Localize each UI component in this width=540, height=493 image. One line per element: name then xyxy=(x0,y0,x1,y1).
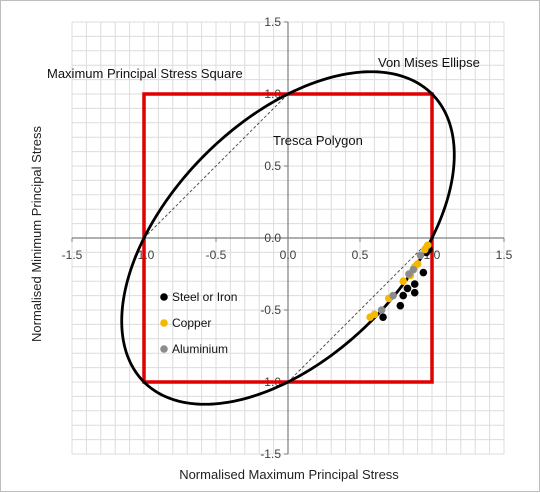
data-point xyxy=(416,251,425,260)
data-point xyxy=(396,301,405,310)
legend-entry: Copper xyxy=(172,316,211,330)
data-point xyxy=(377,306,386,314)
data-point xyxy=(389,291,397,300)
x-tick-label: 0.5 xyxy=(352,248,369,262)
data-point xyxy=(399,277,408,286)
legend: Steel or Iron Copper Aluminium xyxy=(160,290,237,356)
data-point xyxy=(379,313,387,322)
y-axis-label: Normalised Minimum Principal Stress xyxy=(29,126,44,342)
failure-criteria xyxy=(120,70,456,406)
x-tick-label: 1.5 xyxy=(496,248,513,262)
von-mises-ellipse xyxy=(120,70,456,406)
y-tick-label: 1.5 xyxy=(264,15,281,29)
legend-marker xyxy=(160,293,168,301)
tresca-polygon-edge xyxy=(287,237,433,383)
legend-marker xyxy=(160,319,168,327)
legend-entry: Steel or Iron xyxy=(172,290,237,304)
y-tick-label: 0.5 xyxy=(264,159,281,173)
data-points xyxy=(366,241,433,322)
y-tick-label: 0.0 xyxy=(264,231,281,245)
x-tick-label: 0.0 xyxy=(280,248,297,262)
annotation-tresca-label: Tresca Polygon xyxy=(273,133,363,148)
annotation-ellipse-label: Von Mises Ellipse xyxy=(378,55,480,70)
data-point xyxy=(410,280,419,288)
data-point xyxy=(410,288,419,297)
legend-entry: Aluminium xyxy=(172,342,228,356)
data-point xyxy=(403,284,412,293)
legend-marker xyxy=(160,345,168,353)
data-point xyxy=(399,291,408,300)
y-tick-label: -0.5 xyxy=(260,303,281,317)
data-point xyxy=(419,268,428,277)
data-point xyxy=(366,313,374,322)
y-tick-label: -1.5 xyxy=(260,447,281,461)
x-axis-label: Normalised Maximum Principal Stress xyxy=(179,467,399,482)
annotation-square-label: Maximum Principal Stress Square xyxy=(47,66,243,81)
x-tick-label: -1.5 xyxy=(62,248,83,262)
tresca-polygon-edge xyxy=(143,93,289,239)
data-point xyxy=(405,270,413,278)
x-tick-label: -0.5 xyxy=(206,248,227,262)
data-point xyxy=(421,245,429,254)
axes xyxy=(71,21,505,455)
